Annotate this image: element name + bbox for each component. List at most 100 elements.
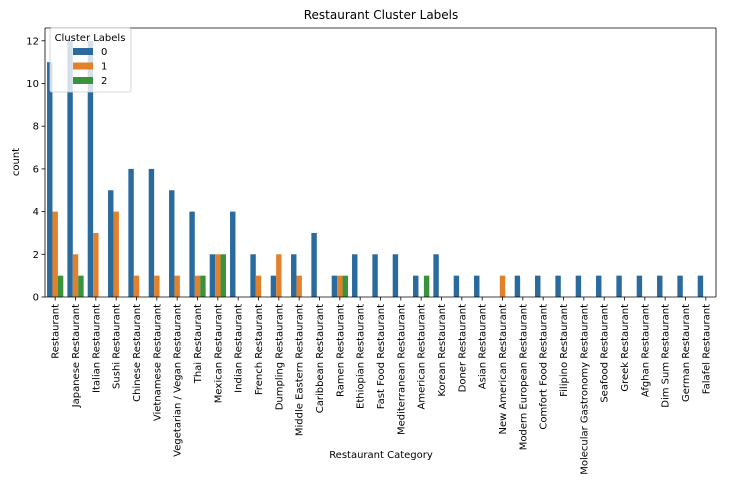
x-tick-label: Ethiopian Restaurant: [356, 304, 367, 409]
x-tick-label: Mediterranean Restaurant: [396, 304, 407, 435]
x-tick-label: Restaurant: [51, 304, 62, 359]
x-tick-label: Japanese Restaurant: [71, 304, 82, 408]
x-tick-label: Thai Restaurant: [193, 304, 204, 384]
bar-15-series-0: [352, 254, 358, 297]
y-tick-label: 0: [33, 293, 39, 304]
bar-1-series-1: [72, 254, 79, 297]
x-tick-label: Vietnamese Restaurant: [152, 304, 163, 421]
bar-8-series-0: [209, 254, 216, 297]
bar-11-series-1: [276, 254, 282, 297]
legend-label-1: 1: [101, 62, 107, 73]
legend-frame: [49, 27, 132, 93]
x-tick-label: Vegetarian / Vegan Restaurant: [173, 304, 184, 457]
bar-6-series-1: [174, 275, 180, 297]
x-tick-label: Doner Restaurant: [457, 304, 468, 392]
bar-10-series-0: [250, 254, 256, 297]
bar-1-series-0: [67, 40, 73, 298]
bar-19-series-0: [433, 254, 439, 297]
bar-1-series-2: [78, 275, 84, 297]
x-tick-label: Mexican Restaurant: [213, 304, 224, 403]
x-tick-label: Comfort Food Restaurant: [539, 304, 550, 430]
y-axis-label: count: [11, 148, 22, 176]
bar-14-series-1: [337, 275, 343, 297]
bar-7-series-2: [200, 275, 206, 297]
bar-22-series-1: [499, 275, 506, 297]
bar-2-series-1: [93, 232, 99, 297]
x-tick-label: Indian Restaurant: [234, 304, 245, 393]
x-tick-label: German Restaurant: [681, 304, 692, 402]
bar-23-series-0: [514, 275, 521, 297]
bar-26-series-0: [575, 275, 582, 297]
bar-21-series-0: [474, 275, 480, 297]
bar-13-series-0: [311, 232, 317, 297]
bar-4-series-1: [133, 275, 140, 297]
bar-7-series-0: [189, 211, 195, 297]
bar-29-series-0: [636, 275, 643, 297]
bar-32-series-0: [697, 275, 704, 297]
bar-17-series-0: [392, 254, 399, 297]
legend-title: Cluster Labels: [55, 33, 126, 44]
bar-24-series-0: [535, 275, 541, 297]
bar-30-series-0: [657, 275, 663, 297]
x-tick-label: New American Restaurant: [498, 304, 509, 435]
x-tick-label: Greek Restaurant: [620, 304, 631, 392]
x-tick-label: Molecular Gastronomy Restaurant: [579, 304, 590, 475]
bar-14-series-2: [342, 275, 348, 297]
bar-5-series-0: [148, 168, 155, 297]
bar-18-series-0: [413, 275, 419, 297]
bar-12-series-1: [296, 275, 302, 297]
x-tick-label: Seafood Restaurant: [600, 304, 611, 403]
bar-3-series-1: [113, 211, 119, 297]
bar-8-series-2: [220, 254, 226, 297]
bar-7-series-1: [194, 275, 201, 297]
chart-title: Restaurant Cluster Labels: [304, 8, 459, 22]
bar-31-series-0: [677, 275, 683, 297]
x-tick-label: Modern European Restaurant: [518, 304, 529, 450]
x-tick-label: Korean Restaurant: [437, 304, 448, 397]
x-tick-label: French Restaurant: [254, 304, 265, 395]
x-axis-label: Restaurant Category: [329, 450, 433, 461]
bar-12-series-0: [291, 254, 297, 297]
x-tick-label: Ramen Restaurant: [335, 304, 346, 397]
bar-18-series-2: [423, 275, 430, 297]
bar-14-series-0: [331, 275, 338, 297]
legend-swatch-1: [73, 62, 93, 70]
bar-0-series-2: [57, 275, 64, 297]
bar-0-series-1: [52, 211, 58, 297]
y-tick-label: 4: [33, 207, 39, 218]
legend-swatch-0: [73, 48, 93, 55]
x-tick-label: Dumpling Restaurant: [274, 304, 285, 410]
x-tick-label: Middle Eastern Restaurant: [295, 304, 306, 436]
legend-swatch-2: [73, 77, 93, 84]
x-tick-label: Afghan Restaurant: [640, 304, 651, 397]
legend: Cluster Labels 0 1 2: [49, 27, 132, 93]
bar-5-series-1: [154, 275, 160, 297]
bar-28-series-0: [616, 275, 622, 297]
bar-10-series-1: [255, 275, 262, 297]
x-tick-label: Fast Food Restaurant: [376, 304, 387, 409]
x-tick-label: Dim Sum Restaurant: [661, 304, 672, 408]
x-tick-label: Asian Restaurant: [478, 304, 489, 389]
x-tick-label: Italian Restaurant: [91, 304, 102, 393]
bar-8-series-1: [215, 254, 221, 297]
legend-label-0: 0: [101, 47, 107, 58]
bar-16-series-0: [372, 254, 378, 297]
bar-25-series-0: [555, 275, 561, 297]
bar-20-series-0: [453, 275, 460, 297]
x-tick-label: Falafel Restaurant: [701, 304, 712, 394]
y-tick-label: 12: [26, 36, 39, 47]
x-tick-label: Chinese Restaurant: [132, 304, 143, 402]
bar-0-series-0: [47, 62, 53, 298]
y-tick-label: 8: [33, 122, 39, 133]
x-tick-label: Sushi Restaurant: [112, 304, 123, 389]
x-tick-label: American Restaurant: [417, 304, 428, 410]
y-tick-label: 6: [33, 164, 39, 175]
bar-3-series-0: [108, 190, 114, 297]
bar-4-series-0: [128, 168, 134, 297]
bar-9-series-0: [230, 211, 236, 297]
legend-label-2: 2: [101, 76, 107, 87]
bars-layer: [47, 40, 704, 298]
